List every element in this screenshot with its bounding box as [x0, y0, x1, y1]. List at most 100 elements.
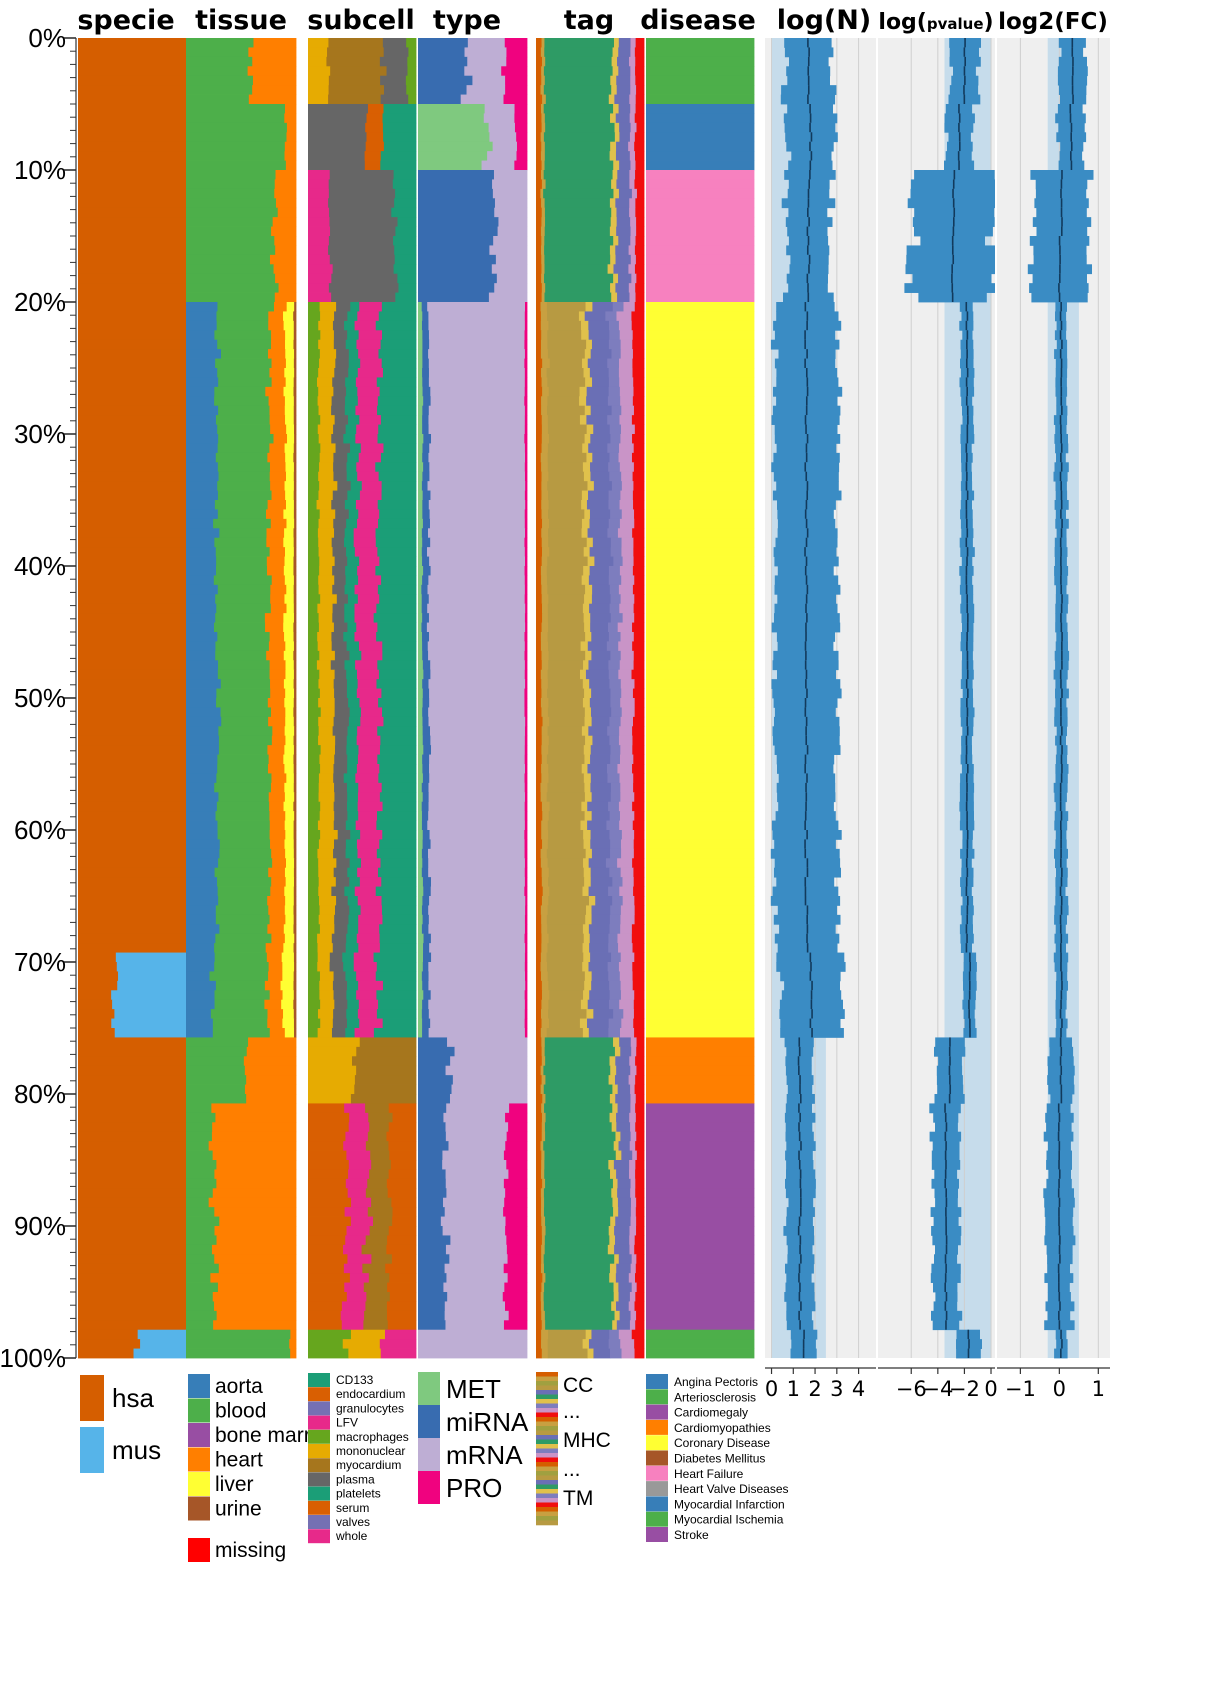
segment — [629, 1056, 636, 1067]
segment — [540, 566, 548, 576]
segment — [344, 1103, 366, 1114]
segment — [360, 830, 383, 840]
segment — [422, 914, 430, 925]
segment — [646, 349, 755, 359]
segment — [380, 452, 417, 463]
segment — [536, 839, 543, 850]
segment — [548, 650, 586, 661]
segment — [590, 613, 612, 623]
segment — [504, 38, 528, 48]
segment — [428, 999, 526, 1010]
segment — [630, 1094, 637, 1104]
segment — [386, 1301, 417, 1312]
segment — [308, 94, 329, 105]
segment — [375, 537, 417, 548]
segment — [217, 339, 272, 350]
segment — [418, 641, 423, 652]
segment — [271, 877, 287, 887]
segment — [186, 236, 275, 246]
segment — [541, 292, 545, 303]
segment — [78, 94, 187, 105]
segment — [394, 254, 417, 265]
segment — [582, 443, 589, 454]
segment — [218, 1263, 297, 1274]
segment — [331, 292, 396, 303]
segment — [186, 914, 217, 925]
segment — [646, 462, 755, 473]
segment — [333, 679, 348, 689]
segment — [389, 1273, 417, 1283]
segment — [308, 273, 332, 284]
segment — [217, 820, 271, 831]
segment — [218, 471, 271, 482]
segment — [607, 264, 614, 275]
segment — [591, 632, 610, 642]
segment — [541, 971, 549, 982]
segment — [359, 1018, 384, 1029]
segment — [375, 971, 417, 982]
segment — [283, 754, 294, 765]
segment — [591, 594, 611, 605]
segment — [524, 537, 528, 548]
segment — [328, 245, 395, 256]
segment — [346, 518, 358, 529]
segment — [633, 839, 645, 850]
segment — [78, 716, 187, 727]
segment — [646, 613, 755, 623]
segment — [464, 47, 507, 58]
segment — [429, 830, 525, 840]
segment — [646, 415, 755, 425]
segment — [496, 273, 528, 284]
segment — [544, 226, 611, 237]
segment — [391, 1254, 417, 1265]
segment — [428, 330, 525, 341]
segment — [343, 1141, 367, 1151]
segment — [78, 632, 187, 642]
segment — [186, 132, 287, 143]
segment — [328, 75, 381, 86]
segment — [308, 1310, 342, 1321]
segment — [332, 726, 348, 737]
segment — [609, 990, 622, 1001]
segment — [545, 1273, 610, 1283]
segment — [579, 396, 587, 407]
segment — [586, 339, 593, 350]
segment — [418, 952, 424, 963]
segment — [308, 1122, 350, 1133]
segment — [541, 236, 545, 246]
segment — [646, 207, 755, 218]
segment — [418, 56, 468, 67]
segment — [418, 283, 495, 293]
segment — [334, 368, 349, 378]
segment — [646, 358, 755, 369]
segment — [418, 1009, 423, 1019]
segment — [294, 368, 297, 378]
legend-swatch — [536, 1462, 558, 1467]
segment — [78, 858, 187, 869]
segment — [541, 980, 549, 991]
segment — [186, 594, 216, 605]
segment — [536, 1292, 542, 1302]
segment — [347, 792, 359, 803]
segment — [377, 434, 417, 444]
segment — [646, 952, 755, 963]
segment — [489, 132, 517, 143]
segment — [619, 443, 635, 454]
segment — [318, 716, 334, 727]
segment — [418, 132, 490, 143]
segment — [591, 688, 611, 699]
segment — [359, 877, 382, 887]
segment — [319, 980, 334, 991]
segment — [78, 415, 187, 425]
segment — [186, 632, 218, 642]
segment — [186, 104, 286, 114]
segment — [610, 1216, 616, 1227]
segment — [498, 217, 528, 227]
segment — [536, 1263, 542, 1274]
segment — [633, 632, 645, 642]
segment — [503, 1178, 528, 1189]
segment — [186, 613, 216, 623]
segment — [357, 1009, 378, 1019]
segment — [429, 443, 526, 454]
segment — [380, 1348, 417, 1359]
